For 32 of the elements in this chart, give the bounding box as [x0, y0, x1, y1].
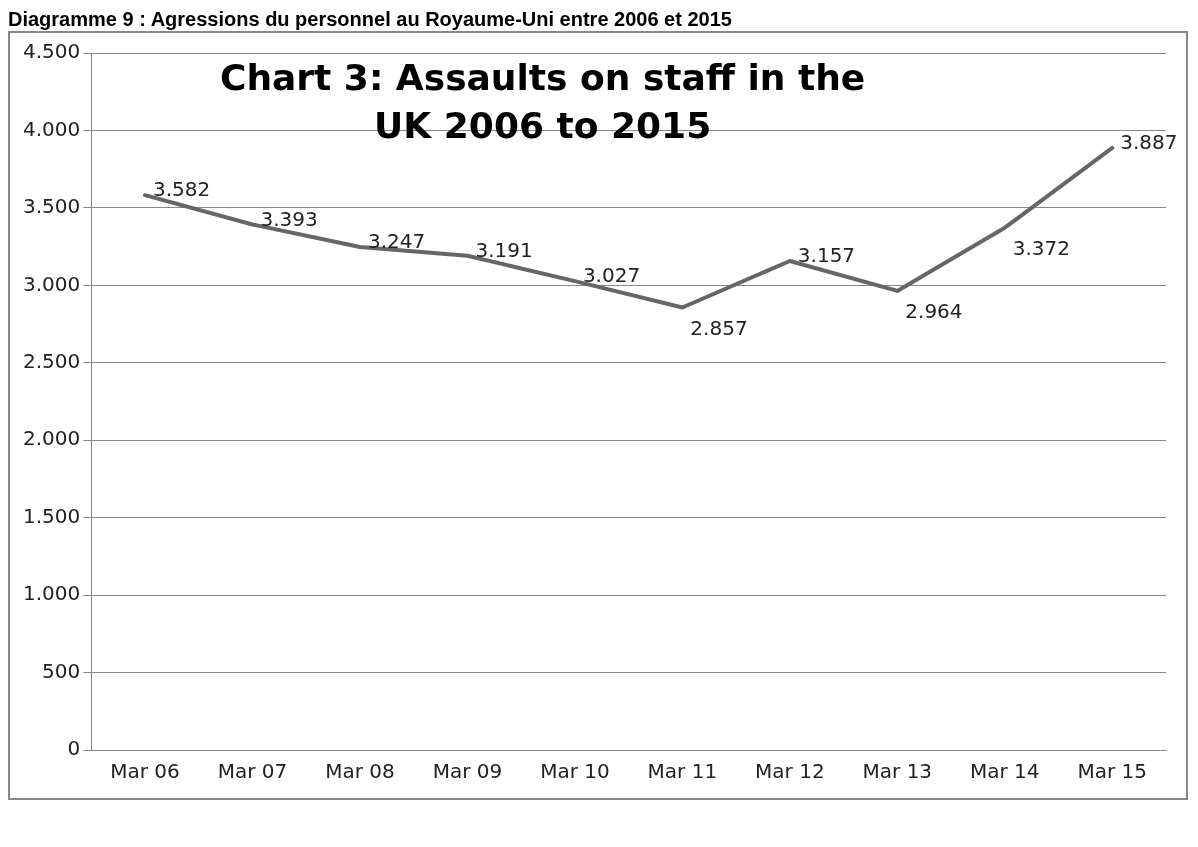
- data-label: 3.247: [367, 229, 426, 254]
- data-label: 3.191: [475, 237, 533, 262]
- y-tick-label: 0: [67, 736, 81, 761]
- y-tick-label: 1.500: [22, 503, 81, 528]
- data-label: 2.964: [905, 299, 963, 324]
- text: Chart 3: Assaults on staff in the UK 2006 to 2015: [220, 57, 866, 147]
- x-tick-label: Mar 14: [970, 759, 1040, 784]
- x-tick-label: Mar 10: [540, 759, 610, 784]
- data-label: 3.157: [797, 243, 856, 268]
- x-tick-label: Mar 13: [862, 759, 933, 784]
- x-tick-label: Mar 06: [110, 759, 180, 784]
- x-tick-label: Mar 07: [217, 759, 288, 784]
- y-tick-label: 500: [42, 658, 81, 683]
- x-tick-label: Mar 08: [325, 759, 395, 784]
- data-label: 2.857: [690, 315, 748, 340]
- x-tick-label: Mar 12: [755, 759, 825, 784]
- y-tick-label: 3.000: [22, 271, 81, 296]
- data-label: 3.582: [152, 177, 211, 202]
- y-tick-label: 2.000: [22, 426, 81, 451]
- text: Diagramme 9 : Agressions du personnel au Royaume-Uni entre 2006 et 2015: [8, 8, 733, 31]
- x-tick-label: Mar 15: [1077, 759, 1148, 784]
- data-label: 3.393: [260, 206, 318, 231]
- y-tick-label: 4.500: [22, 39, 81, 64]
- y-tick-label: 2.500: [22, 348, 81, 373]
- y-tick-label: 4.000: [22, 116, 81, 141]
- x-tick-label: Mar 09: [432, 759, 503, 784]
- y-tick-label: 3.500: [22, 194, 81, 219]
- x-tick-label: Mar 11: [647, 759, 718, 784]
- data-label: 3.027: [582, 263, 641, 288]
- data-label: 3.372: [1012, 235, 1071, 260]
- data-label: 3.887: [1120, 130, 1178, 155]
- y-tick-label: 1.000: [22, 581, 81, 606]
